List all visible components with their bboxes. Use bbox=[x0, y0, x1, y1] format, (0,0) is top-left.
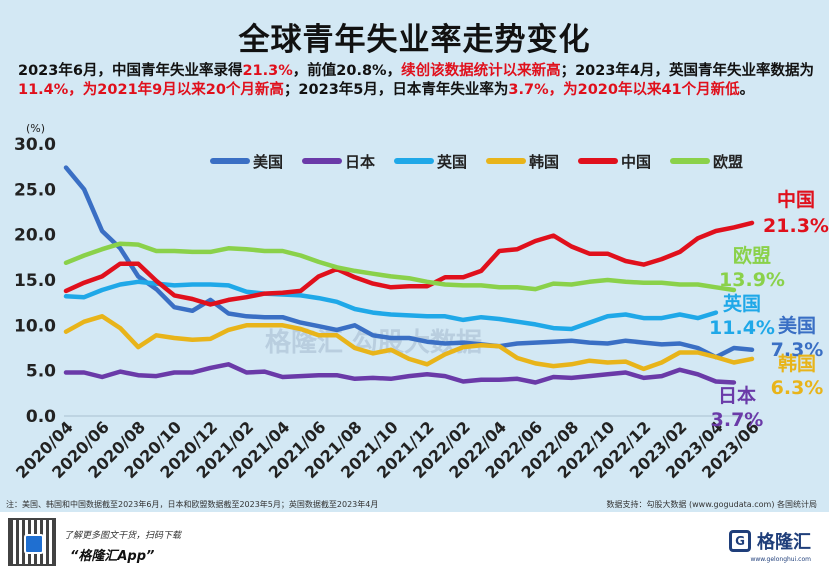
legend-label: 美国 bbox=[253, 153, 283, 171]
series-line bbox=[63, 220, 755, 307]
summary-part: 2023年6月，中国青年失业率录得 bbox=[18, 63, 243, 79]
series-line bbox=[63, 314, 755, 372]
end-label-value: 7.3% bbox=[771, 339, 824, 361]
end-label-value: 11.4% bbox=[709, 317, 775, 339]
end-label-name: 英国 bbox=[723, 292, 761, 315]
summary-highlight: 续创该数据统计以来新高 bbox=[401, 63, 561, 79]
summary-highlight: 21.3% bbox=[242, 63, 293, 79]
summary-text: 2023年6月，中国青年失业率录得21.3%，前值20.8%，续创该数据统计以来… bbox=[18, 62, 818, 100]
legend-label: 中国 bbox=[621, 153, 651, 171]
brand-url: www.gelonghui.com bbox=[750, 556, 811, 563]
brand-logo: G 格隆汇 bbox=[729, 524, 811, 558]
app-name: “格隆汇App” bbox=[70, 549, 155, 564]
download-hint: 了解更多图文干货，扫码下载 bbox=[64, 531, 182, 541]
y-tick-label: 0.0 bbox=[26, 407, 56, 427]
summary-part: ；2023年5月，日本青年失业率为 bbox=[283, 82, 509, 98]
legend-label: 日本 bbox=[345, 153, 375, 171]
series-line bbox=[63, 241, 737, 293]
end-label-name: 美国 bbox=[778, 314, 816, 337]
series-line bbox=[63, 279, 719, 332]
end-label-name: 日本 bbox=[718, 384, 756, 407]
y-tick-label: 5.0 bbox=[26, 362, 56, 382]
y-tick-label: 20.0 bbox=[14, 226, 56, 246]
end-label-value: 6.3% bbox=[771, 377, 824, 399]
line-chart: (%)0.05.010.015.020.025.030.02020/042020… bbox=[12, 122, 829, 482]
qr-logo-icon bbox=[24, 534, 44, 554]
footer-bar: 了解更多图文干货，扫码下载 “格隆汇App” G 格隆汇 www.gelongh… bbox=[0, 512, 829, 574]
series-line bbox=[63, 362, 737, 385]
end-label-value: 21.3% bbox=[763, 215, 829, 237]
legend-label: 欧盟 bbox=[713, 153, 743, 171]
end-label-name: 韩国 bbox=[778, 352, 816, 375]
y-tick-label: 10.0 bbox=[14, 316, 56, 336]
summary-highlight: 11.4%，为2021年9月以来20个月新高 bbox=[18, 82, 284, 98]
summary-part: 。 bbox=[739, 82, 755, 98]
end-label-value: 3.7% bbox=[711, 409, 764, 431]
y-unit-label: (%) bbox=[26, 122, 45, 135]
y-tick-label: 30.0 bbox=[14, 135, 56, 155]
y-tick-label: 15.0 bbox=[14, 271, 56, 291]
brand-name: 格隆汇 bbox=[757, 532, 811, 553]
summary-part: ，前值20.8%， bbox=[292, 63, 402, 79]
footer-source: 数据支持：勾股大数据 (www.gogudata.com) 各国统计局 bbox=[606, 500, 817, 509]
end-label-name: 中国 bbox=[777, 188, 815, 211]
series-line bbox=[63, 165, 755, 360]
y-tick-label: 25.0 bbox=[14, 180, 56, 200]
end-label-name: 欧盟 bbox=[733, 244, 771, 267]
legend-label: 英国 bbox=[437, 153, 467, 171]
summary-highlight: 3.7%，为2020年以来41个月新低 bbox=[508, 82, 740, 98]
brand-mark-icon: G bbox=[729, 530, 751, 552]
summary-part: ；2023年4月，英国青年失业率数据为 bbox=[560, 63, 815, 79]
end-label-value: 13.9% bbox=[719, 269, 785, 291]
legend-label: 韩国 bbox=[529, 153, 559, 171]
page-title: 全球青年失业率走势变化 bbox=[238, 22, 591, 58]
footer-note: 注：美国、韩国和中国数据截至2023年6月，日本和欧盟数据截至2023年5月；英… bbox=[6, 500, 379, 509]
